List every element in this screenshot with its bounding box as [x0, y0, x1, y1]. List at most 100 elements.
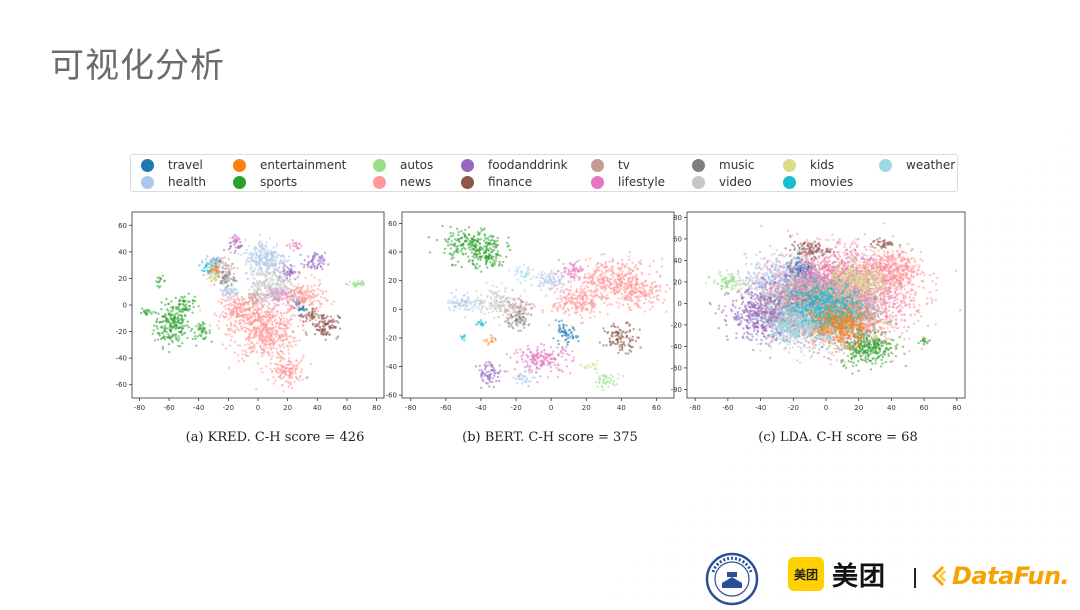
point-tv [529, 303, 531, 305]
point-music [229, 273, 231, 275]
point-news [641, 287, 643, 289]
point-health [271, 261, 273, 263]
point-news [600, 273, 602, 275]
point-finance [305, 320, 307, 322]
point-news [625, 273, 627, 275]
point-sports [457, 261, 459, 263]
point-news [558, 306, 560, 308]
point-news [242, 319, 244, 321]
point-finance [309, 316, 311, 318]
point-health [279, 274, 281, 276]
point-finance [324, 333, 326, 335]
point-finance [327, 331, 329, 333]
point-sports [153, 329, 155, 331]
point-sports [163, 280, 165, 282]
point-music [225, 281, 227, 283]
point-news [226, 324, 228, 326]
point-sports [444, 238, 446, 240]
point-finance [602, 327, 604, 329]
point-video [251, 266, 253, 268]
point-health [549, 278, 551, 280]
point-health [232, 287, 234, 289]
point-sports [159, 334, 161, 336]
point-news [636, 303, 638, 305]
point-tv [232, 263, 234, 265]
point-finance [329, 327, 331, 329]
point-news [260, 322, 262, 324]
point-news [290, 367, 292, 369]
point-news [285, 333, 287, 335]
point-news [242, 316, 244, 318]
point-lifestyle [553, 356, 555, 358]
point-music [527, 324, 529, 326]
point-sports [467, 256, 469, 258]
point-tv [221, 257, 223, 259]
point-video [496, 310, 498, 312]
point-lifestyle [569, 262, 571, 264]
point-news [229, 314, 231, 316]
point-news [279, 337, 281, 339]
point-sports [184, 325, 186, 327]
point-sports [449, 226, 451, 228]
point-sports [195, 344, 197, 346]
point-health [272, 257, 274, 259]
point-news [220, 301, 222, 303]
point-tv [523, 306, 525, 308]
point-tv [248, 293, 250, 295]
y-tick-label: 20 [118, 275, 127, 283]
point-lifestyle [506, 370, 508, 372]
point-kids [206, 278, 208, 280]
point-sports [157, 313, 159, 315]
point-health [256, 263, 258, 265]
point-video [260, 292, 262, 294]
point-news [230, 324, 232, 326]
point-news [234, 320, 236, 322]
point-kids [215, 274, 217, 276]
point-news [209, 324, 211, 326]
x-tick-label: 20 [582, 404, 591, 412]
point-news [268, 353, 270, 355]
point-news [579, 295, 581, 297]
point-video [508, 304, 510, 306]
point-news [278, 335, 280, 337]
point-video [290, 284, 292, 286]
point-health [274, 262, 276, 264]
point-lifestyle [284, 297, 286, 299]
point-lifestyle [273, 299, 275, 301]
point-kids [579, 364, 581, 366]
point-news [627, 303, 629, 305]
legend-dot-finance [461, 176, 474, 189]
point-news [614, 293, 616, 295]
point-news [238, 360, 240, 362]
point-health [548, 275, 550, 277]
point-finance [632, 339, 634, 341]
point-tv [534, 306, 536, 308]
point-health [266, 253, 268, 255]
point-tv [219, 257, 221, 259]
point-lifestyle [557, 363, 559, 365]
point-news [317, 293, 319, 295]
point-lifestyle [540, 343, 542, 345]
point-news [234, 306, 236, 308]
point-sports [179, 314, 181, 316]
point-news [583, 290, 585, 292]
point-news [556, 297, 558, 299]
point-autos [360, 282, 362, 284]
point-foodanddrink [316, 267, 318, 269]
point-sports [164, 304, 166, 306]
point-news [634, 302, 636, 304]
point-tv [520, 305, 522, 307]
point-news [634, 292, 636, 294]
point-news [267, 327, 269, 329]
point-lifestyle [537, 346, 539, 348]
point-video [514, 300, 516, 302]
point-foodanddrink [327, 263, 329, 265]
point-sports [169, 337, 171, 339]
point-news [569, 292, 571, 294]
point-finance [610, 325, 612, 327]
point-video [488, 312, 490, 314]
point-health [287, 259, 289, 261]
y-tick-label: 60 [118, 222, 127, 230]
point-news [302, 325, 304, 327]
point-finance [620, 329, 622, 331]
